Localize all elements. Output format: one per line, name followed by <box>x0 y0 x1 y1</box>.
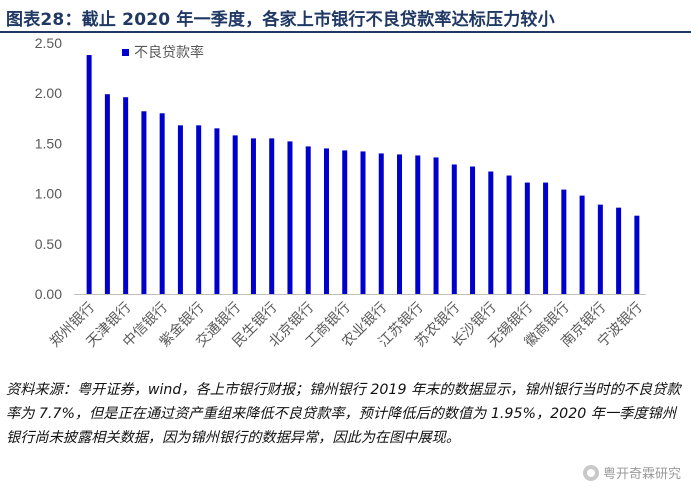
bar <box>634 215 640 294</box>
y-tick-label: 1.00 <box>35 186 62 202</box>
bar <box>488 171 494 294</box>
wechat-icon <box>582 464 599 481</box>
title-bar: 图表28：截止 2020 年一季度，各家上市银行不良贷款率达标压力较小 <box>0 0 691 33</box>
bar <box>232 135 238 294</box>
bar <box>104 94 110 294</box>
y-tick-label: 0.00 <box>35 286 62 302</box>
bar <box>269 138 275 294</box>
bar-chart: 0.00 0.50 1.00 1.50 2.00 2.50 郑州银行天津银行中信银行紫金银… <box>35 35 646 350</box>
bar <box>597 204 603 294</box>
bar <box>579 195 585 294</box>
bar <box>214 128 220 294</box>
legend-swatch <box>122 49 129 56</box>
bar <box>86 55 92 294</box>
legend-label: 不良贷款率 <box>134 44 204 61</box>
legend: 不良贷款率 <box>122 44 204 61</box>
x-axis: 郑州银行天津银行中信银行紫金银行交通银行民生银行北京银行工商银行农业银行江苏银行… <box>47 294 646 350</box>
bar <box>250 138 256 294</box>
bar <box>433 157 439 294</box>
watermark: 粤开奇霖研究 <box>582 463 681 482</box>
bar <box>506 175 512 294</box>
bar <box>342 150 348 294</box>
bar <box>543 182 549 294</box>
bar <box>470 166 476 294</box>
bar <box>159 113 165 294</box>
watermark-text: 粤开奇霖研究 <box>602 467 681 482</box>
bar <box>196 125 202 294</box>
y-tick-label: 2.00 <box>35 85 62 101</box>
bar <box>561 189 567 294</box>
y-tick-label: 2.50 <box>35 35 62 51</box>
bar <box>141 111 147 294</box>
bar <box>287 141 293 294</box>
bar <box>360 151 366 294</box>
y-axis: 0.00 0.50 1.00 1.50 2.00 2.50 <box>35 35 62 302</box>
bar <box>616 207 622 294</box>
bar <box>305 146 311 294</box>
bar <box>177 125 183 294</box>
bar <box>323 148 329 294</box>
bar <box>378 153 384 294</box>
y-tick-label: 0.50 <box>35 236 62 252</box>
bar <box>415 155 421 294</box>
source-note: 资料来源：粤开证券，wind，各上市银行财报；锦州银行 2019 年末的数据显示… <box>6 382 681 446</box>
bar <box>123 97 129 294</box>
bar <box>524 182 530 294</box>
bars <box>86 55 640 294</box>
bar <box>397 154 403 294</box>
chart-title: 图表28：截止 2020 年一季度，各家上市银行不良贷款率达标压力较小 <box>6 10 555 30</box>
bar <box>451 164 457 294</box>
y-tick-label: 1.50 <box>35 135 62 151</box>
